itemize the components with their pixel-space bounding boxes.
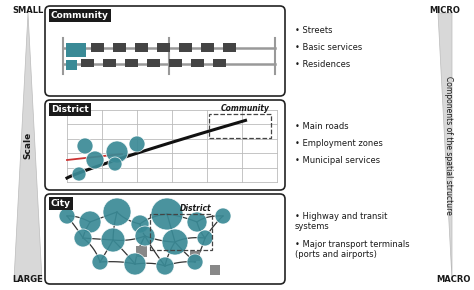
Text: • Main roads: • Main roads [295,122,348,131]
Text: • Employment zones: • Employment zones [295,139,383,148]
Circle shape [92,254,108,270]
Text: • Residences: • Residences [295,60,350,69]
Text: Scale: Scale [24,131,33,159]
Bar [135,43,148,52]
Text: • Municipal services: • Municipal services [295,156,380,165]
FancyBboxPatch shape [45,194,285,284]
Text: City: City [51,199,71,208]
Polygon shape [14,13,42,280]
Text: MICRO: MICRO [429,6,460,15]
Bar [179,43,192,52]
Bar [125,59,138,67]
Bar [103,59,116,67]
Circle shape [72,167,86,181]
Text: • Highway and transit
systems: • Highway and transit systems [295,212,387,231]
Text: • Major transport terminals
(ports and airports): • Major transport terminals (ports and a… [295,240,410,259]
Bar [136,246,147,257]
Circle shape [187,212,207,232]
FancyBboxPatch shape [45,100,285,190]
Circle shape [162,229,188,255]
Circle shape [187,254,203,270]
Circle shape [86,151,104,169]
Circle shape [108,157,122,171]
Circle shape [101,228,125,252]
Circle shape [129,136,145,152]
Circle shape [59,208,75,224]
Text: SMALL: SMALL [12,6,44,15]
Bar [209,114,271,138]
Polygon shape [438,13,452,280]
Circle shape [156,257,174,275]
Bar [147,59,160,67]
Bar [190,251,200,261]
Bar [157,43,170,52]
Text: • Streets: • Streets [295,26,332,35]
Bar [81,59,94,67]
Circle shape [215,208,231,224]
Text: Components of the spatial structure: Components of the spatial structure [445,76,454,214]
Circle shape [197,230,213,246]
Circle shape [74,229,92,247]
Circle shape [79,211,101,233]
Text: Community: Community [51,11,109,20]
Text: Community: Community [221,104,270,113]
Bar [150,214,212,250]
Bar [91,43,104,52]
Bar [191,59,204,67]
Bar [66,43,86,57]
Bar [210,265,220,275]
Bar [169,59,182,67]
Text: • Basic services: • Basic services [295,43,362,52]
Text: District: District [51,105,89,114]
Circle shape [124,253,146,275]
Circle shape [151,198,183,230]
Text: LARGE: LARGE [13,275,44,284]
Bar [66,60,77,70]
Bar [213,59,226,67]
Bar [201,43,214,52]
Circle shape [106,141,128,163]
Text: MACRO: MACRO [436,275,470,284]
FancyBboxPatch shape [45,6,285,96]
Bar [113,43,126,52]
Circle shape [77,138,93,154]
Circle shape [135,226,155,246]
Circle shape [103,198,131,226]
Text: District: District [179,204,211,213]
Circle shape [131,215,149,233]
Bar [223,43,236,52]
